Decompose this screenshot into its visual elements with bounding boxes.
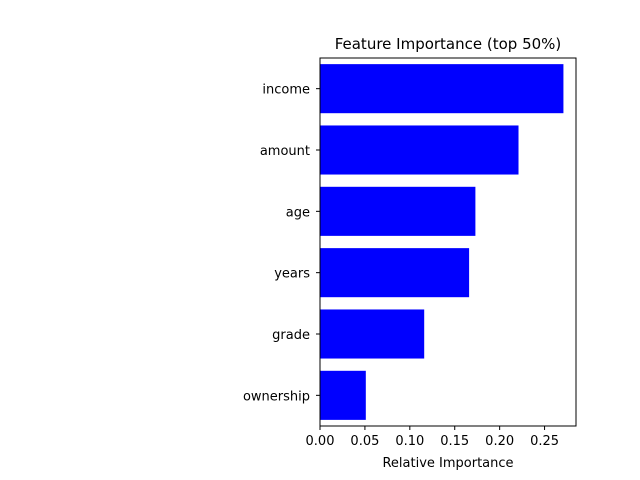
x-axis: 0.00 0.05 0.10 0.15 0.20 0.25 xyxy=(306,426,559,449)
y-axis: income amount age years grade ownership xyxy=(243,83,320,404)
bar-age xyxy=(320,186,476,236)
x-tick-label: 0.25 xyxy=(530,434,559,449)
x-tick-label: 0.00 xyxy=(306,434,335,449)
y-tick-label: years xyxy=(274,267,310,282)
bar-grade xyxy=(320,309,425,359)
x-tick-label: 0.10 xyxy=(395,434,424,449)
y-tick-label: grade xyxy=(272,328,310,343)
x-tick-label: 0.15 xyxy=(440,434,469,449)
x-tick-label: 0.20 xyxy=(485,434,514,449)
bar-years xyxy=(320,248,470,298)
x-tick-label: 0.05 xyxy=(350,434,379,449)
bar-ownership xyxy=(320,370,366,420)
y-tick-label: age xyxy=(286,205,310,220)
bar-income xyxy=(320,64,564,114)
x-axis-title: Relative Importance xyxy=(382,456,513,471)
chart-title: Feature Importance (top 50%) xyxy=(335,35,562,53)
y-tick-label: income xyxy=(262,83,310,98)
y-tick-label: amount xyxy=(260,144,310,159)
y-tick-label: ownership xyxy=(243,389,310,404)
bar-amount xyxy=(320,125,519,175)
bars-group xyxy=(320,64,564,420)
plot-frame xyxy=(319,57,577,427)
